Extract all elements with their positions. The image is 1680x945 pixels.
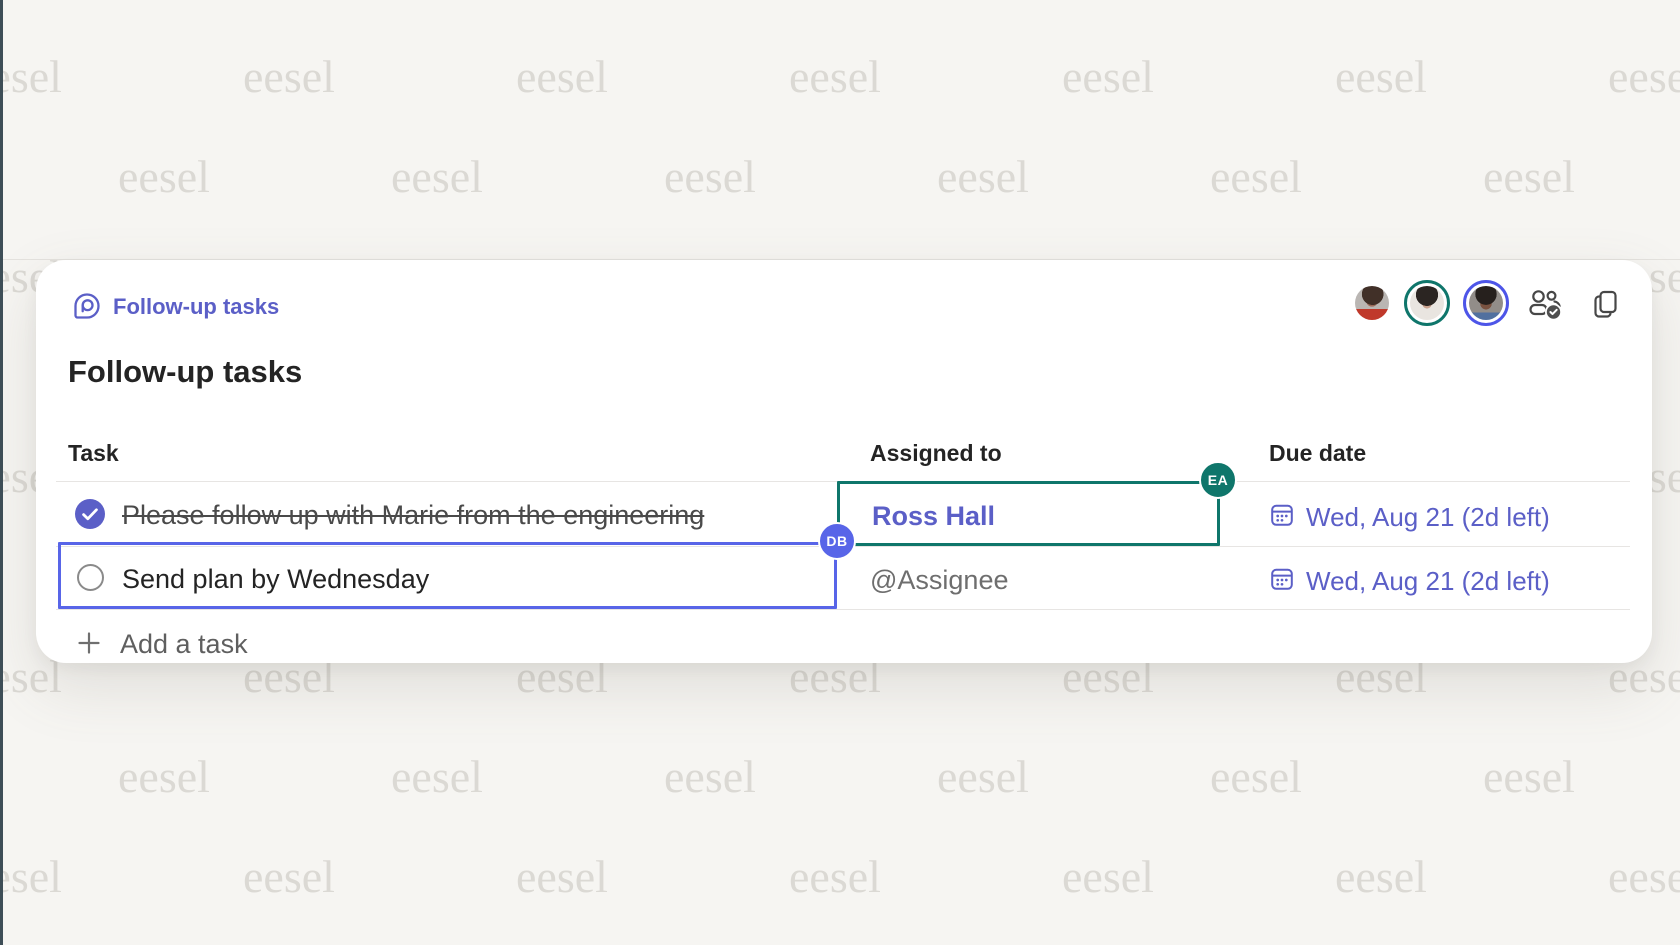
watermark-text: eesel bbox=[243, 51, 335, 102]
due-date-link[interactable]: Wed, Aug 21 (2d left) bbox=[1306, 502, 1550, 532]
watermark-text: eesel bbox=[1062, 51, 1154, 102]
column-header-assigned-to: Assigned to bbox=[870, 440, 1002, 466]
watermark-text: eesel bbox=[789, 851, 881, 902]
loop-component-icon bbox=[74, 293, 100, 319]
watermark-text: eesel bbox=[1335, 851, 1427, 902]
column-header-due-date: Due date bbox=[1269, 440, 1367, 466]
assign-people-icon[interactable] bbox=[1526, 286, 1564, 322]
avatar-active-ring bbox=[1404, 280, 1450, 326]
loop-task-list-card: Follow-up tasks Follow-up tasks Task Ass… bbox=[36, 260, 1652, 663]
avatar[interactable] bbox=[1355, 286, 1389, 320]
watermark-text: eesel bbox=[1608, 51, 1680, 102]
row-divider bbox=[56, 609, 1630, 610]
row-divider bbox=[56, 481, 1630, 482]
component-title-link[interactable]: Follow-up tasks bbox=[113, 294, 280, 319]
copy-component-icon[interactable] bbox=[1591, 288, 1621, 321]
task-title[interactable]: Send plan by Wednesday bbox=[122, 564, 430, 594]
watermark-text: eesel bbox=[243, 851, 335, 902]
watermark-text: eesel bbox=[937, 151, 1029, 202]
column-header-task: Task bbox=[68, 440, 119, 466]
assignee-link[interactable]: Ross Hall bbox=[872, 501, 996, 531]
watermark-text: eesel bbox=[1335, 51, 1427, 102]
watermark-text: eesel bbox=[1483, 751, 1575, 802]
page-title: Follow-up tasks bbox=[68, 354, 303, 389]
calendar-icon bbox=[1271, 504, 1293, 526]
watermark-text: eesel bbox=[1062, 851, 1154, 902]
watermark-text: eesel bbox=[1210, 151, 1302, 202]
task-checkbox-unchecked[interactable] bbox=[77, 564, 104, 591]
watermark-text: eesel bbox=[937, 751, 1029, 802]
avatar[interactable] bbox=[1469, 286, 1503, 320]
watermark-text: eesel bbox=[664, 751, 756, 802]
watermark-text: eesel bbox=[1210, 751, 1302, 802]
avatar-active-ring bbox=[1463, 280, 1509, 326]
watermark-text: eesel bbox=[0, 51, 62, 102]
watermark-text: eesel bbox=[0, 851, 62, 902]
watermark-text: eesel bbox=[1483, 151, 1575, 202]
plus-icon bbox=[78, 632, 100, 654]
task-title[interactable]: Please follow up with Marie from the eng… bbox=[122, 500, 705, 530]
assignee-placeholder[interactable]: @Assignee bbox=[870, 565, 1009, 595]
watermark-text: eesel bbox=[516, 851, 608, 902]
watermark-text: eesel bbox=[789, 51, 881, 102]
watermark-text: eesel bbox=[391, 151, 483, 202]
background-section-line bbox=[0, 259, 1680, 260]
task-checkbox-checked[interactable] bbox=[75, 499, 105, 529]
watermark-text: eesel bbox=[391, 751, 483, 802]
window-left-edge bbox=[0, 0, 3, 945]
add-task-button[interactable]: Add a task bbox=[120, 629, 248, 659]
due-date-link[interactable]: Wed, Aug 21 (2d left) bbox=[1306, 566, 1550, 596]
presence-cursor-badge: EA bbox=[1199, 461, 1237, 499]
avatar[interactable] bbox=[1410, 286, 1444, 320]
watermark-text: eesel bbox=[118, 751, 210, 802]
calendar-icon bbox=[1271, 568, 1293, 590]
watermark-text: eesel bbox=[118, 151, 210, 202]
presence-cursor-badge: DB bbox=[818, 522, 856, 560]
watermark-text: eesel bbox=[1608, 851, 1680, 902]
watermark-text: eesel bbox=[664, 151, 756, 202]
watermark-text: eesel bbox=[516, 51, 608, 102]
